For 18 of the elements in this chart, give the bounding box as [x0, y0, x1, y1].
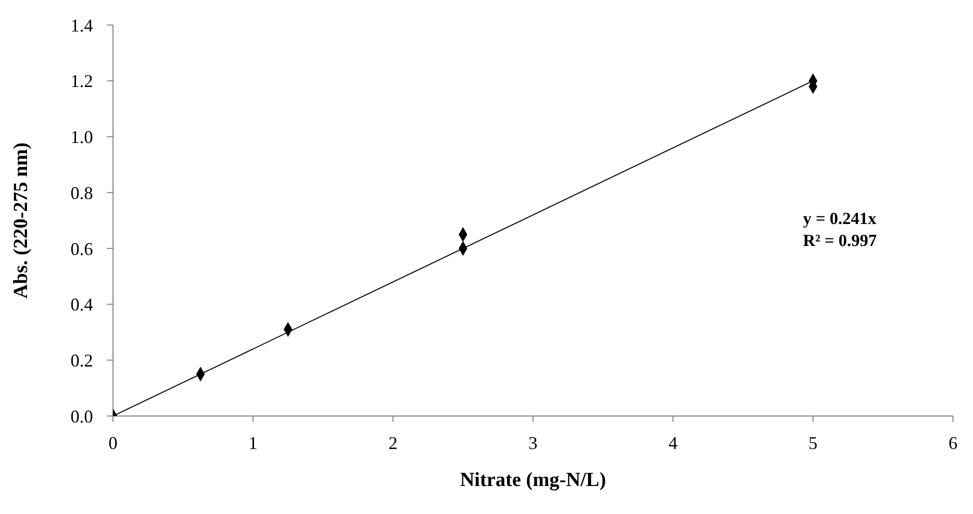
y-tick-label: 0.8 [70, 182, 93, 203]
y-tick-label: 0.6 [70, 238, 93, 259]
x-tick-label: 2 [388, 432, 398, 453]
y-tick-label: 1.2 [70, 71, 93, 92]
x-tick-label: 4 [668, 432, 678, 453]
x-tick-label: 0 [108, 432, 118, 453]
y-tick-label: 1.4 [70, 15, 93, 36]
y-tick-label: 0.2 [70, 350, 93, 371]
y-axis-title: Abs. (220-275 nm) [10, 142, 32, 299]
x-tick-label: 3 [528, 432, 538, 453]
y-tick-label: 0.0 [70, 406, 93, 426]
x-tick-label: 1 [248, 432, 258, 453]
x-axis-title: Nitrate (mg-N/L) [460, 469, 606, 491]
x-tick-label: 5 [808, 432, 818, 453]
y-tick-label: 1.0 [70, 127, 93, 148]
x-tick-label: 6 [948, 432, 958, 453]
y-tick-label: 0.4 [70, 294, 93, 315]
annotation: y = 0.241x R² = 0.997 [803, 208, 877, 252]
